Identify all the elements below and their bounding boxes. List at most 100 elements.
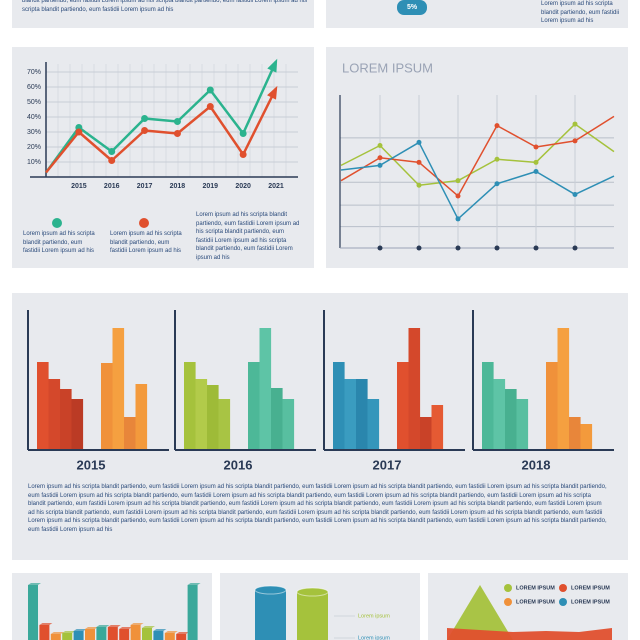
legend-marker (559, 584, 567, 592)
bar (505, 389, 517, 450)
bar (28, 585, 38, 640)
bar (85, 629, 95, 640)
bar (282, 399, 295, 450)
bar (397, 362, 409, 450)
bar-top (176, 632, 190, 634)
bar (569, 417, 581, 450)
area (447, 628, 612, 640)
badge (397, 0, 427, 15)
x-tick-label: 2016 (104, 183, 120, 190)
bar-top (107, 625, 121, 627)
x-tick-label: 2021 (268, 183, 284, 190)
text-block: blandit partiendo, eum fastidii Lorem ip… (22, 0, 308, 13)
bar (493, 379, 506, 450)
bar-top (164, 631, 178, 633)
bar (248, 362, 260, 450)
paragraph: Lorem ipsum ad his scripta blandit parti… (28, 484, 607, 533)
point (377, 162, 383, 168)
axis-dot (572, 245, 578, 251)
point (572, 138, 578, 144)
point (173, 130, 181, 137)
line (340, 141, 615, 220)
point (455, 216, 461, 222)
x-tick-label: 2020 (235, 183, 251, 190)
point (533, 169, 539, 174)
label: Lorem ipsum (358, 635, 390, 640)
bar (408, 328, 421, 450)
bar-top (62, 631, 76, 633)
bar (119, 629, 130, 640)
bar (344, 379, 357, 450)
cylinder (255, 590, 286, 640)
bar (420, 417, 432, 450)
x-tick-label: 2019 (202, 183, 218, 190)
chart-title: 2017 (373, 457, 402, 472)
bar-top (142, 626, 155, 628)
bar (124, 417, 136, 450)
bar (37, 362, 49, 450)
bar (176, 634, 187, 640)
cylinder (297, 592, 328, 640)
point (141, 127, 149, 134)
bar (73, 631, 84, 640)
badge-text: 5% (407, 4, 418, 11)
bar-top (187, 583, 201, 585)
y-tick-label: 70% (27, 69, 41, 76)
arrowhead (267, 58, 278, 73)
point (494, 181, 500, 187)
axis-dot (494, 245, 500, 251)
point (533, 144, 539, 150)
bar (546, 362, 558, 450)
y-tick-label: 40% (27, 114, 41, 121)
bar (367, 399, 380, 450)
bar (48, 379, 61, 450)
point (141, 115, 149, 122)
label: Lorem ipsum (358, 613, 390, 619)
point (108, 148, 116, 155)
legend-marker (504, 584, 512, 592)
bar-top (119, 627, 133, 629)
point (572, 121, 578, 127)
line (44, 60, 278, 174)
bar (60, 389, 72, 450)
point (239, 151, 247, 158)
chart-title: 2018 (522, 457, 551, 472)
bar (39, 625, 50, 640)
bar-top (50, 632, 64, 634)
bar (516, 399, 529, 450)
y-tick-label: 20% (27, 144, 41, 151)
y-tick-label: 10% (27, 159, 41, 166)
bar (50, 634, 61, 640)
panel (326, 0, 628, 28)
bar (580, 424, 593, 450)
bar-top (85, 627, 98, 629)
bar (96, 627, 107, 640)
legend-marker (52, 218, 62, 228)
bar (187, 585, 198, 640)
cylinder-top (296, 587, 329, 597)
legend-marker (139, 218, 149, 228)
point (377, 155, 383, 161)
text-block: Lorem ipsum ad his scripta blandit parti… (541, 1, 620, 25)
bar-top (96, 625, 110, 627)
x-tick-label: 2017 (137, 183, 153, 190)
bar (356, 379, 368, 450)
chart-title: LOREM IPSUM (342, 60, 433, 75)
bar-top (39, 623, 53, 625)
axis-dot (533, 245, 539, 251)
line (340, 115, 615, 197)
bar-top (153, 629, 167, 631)
bar (557, 328, 570, 450)
point (455, 193, 461, 199)
area (447, 585, 513, 640)
legend-label: LOREM IPSUM (571, 599, 610, 605)
bar-top (28, 583, 41, 585)
point (533, 159, 539, 165)
y-tick-label: 30% (27, 129, 41, 136)
axis-dot (377, 245, 383, 251)
panel (12, 47, 314, 268)
bar (62, 633, 73, 640)
bar (153, 631, 164, 640)
bar-top (130, 623, 144, 625)
